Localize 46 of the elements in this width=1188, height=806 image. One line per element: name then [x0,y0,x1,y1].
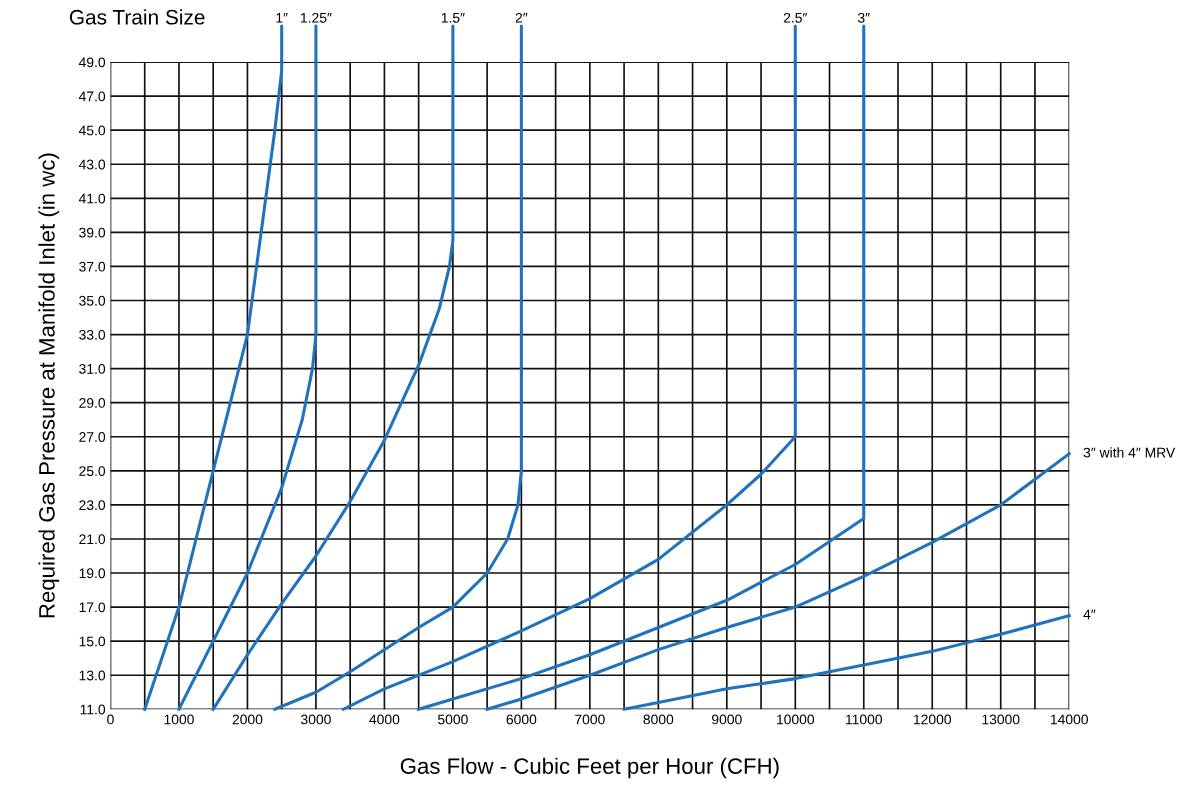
x-tick-label: 7000 [575,714,605,725]
series-label: 4″ [1083,609,1096,620]
text: 3″ [857,12,870,23]
legend-title: Gas Train Size [69,9,205,25]
x-tick-label: 11000 [846,714,883,725]
y-tick-label: 27.0 [79,432,106,442]
y-tick-label: 47.0 [78,91,106,102]
y-tick-label: 11.0 [80,704,106,715]
y-tick-label: 15.0 [79,636,106,647]
x-tick-label: 0 [107,714,114,725]
x-tick-label: 10000 [777,714,815,725]
series-label: 3″ with 4″ MRV [1083,447,1176,458]
y-tick-label: 19.0 [79,568,106,579]
text: 2″ [515,12,528,23]
x-tick-label: 3000 [301,714,331,725]
y-tick-label: 17.0 [79,602,106,613]
x-tick-label: 6000 [506,714,537,725]
y-tick-label: 39.0 [79,227,106,238]
y-tick-label: 33.0 [79,329,106,340]
text: 1″ [276,13,288,23]
y-tick-label: 37.0 [79,261,106,272]
x-axis-title: Gas Flow - Cubic Feet per Hour (CFH) [400,757,779,779]
x-tick-label: 12000 [913,714,952,725]
x-tick-label: 13000 [982,714,1020,725]
y-axis-title: Required Gas Pressure at Manifold Inlet (in wc) [38,153,60,618]
text: 1.5″ [441,13,465,23]
y-tick-label: 49.0 [78,57,106,68]
x-tick-label: 5000 [437,714,468,725]
y-tick-label: 23.0 [79,500,106,511]
y-tick-label: 31.0 [79,363,106,374]
x-tick-label: 2000 [232,714,263,725]
y-tick-label: 43.0 [78,159,106,170]
y-tick-label: 21.0 [79,534,106,545]
x-tick-label: 8000 [643,714,674,725]
text: 2.5″ [783,12,808,23]
text: 1.25″ [301,12,332,23]
x-tick-label: 1000 [164,714,194,725]
y-tick-label: 25.0 [79,466,106,476]
x-tick-label: 9000 [712,714,742,725]
x-tick-label: 4000 [369,714,400,725]
y-tick-label: 41.0 [78,193,106,204]
y-tick-label: 29.0 [79,398,106,408]
y-tick-label: 45.0 [78,125,106,136]
y-tick-label: 35.0 [79,295,106,306]
x-tick-label: 14000 [1050,714,1088,725]
y-tick-label: 13.0 [79,670,106,681]
